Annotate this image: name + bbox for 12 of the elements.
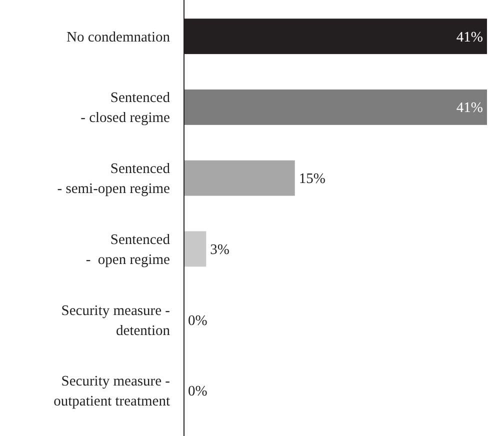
data-label: 3% (210, 242, 230, 258)
data-label: 41% (456, 100, 483, 116)
data-label: 41% (456, 29, 483, 46)
y-tick-label: No condemnation (66, 29, 171, 46)
y-tick-label: Sentenced - closed regime (80, 90, 171, 126)
data-label: 0% (188, 384, 208, 400)
y-tick-label: Security measure - outpatient treatment (54, 374, 170, 410)
y-tick-label: Sentenced - semi-open regime (57, 161, 171, 198)
y-tick-label: Security measure - detention (61, 302, 171, 339)
y-tick-label: Sentenced - open regime (86, 232, 171, 268)
data-label: 15% (298, 171, 326, 188)
data-label: 0% (188, 312, 208, 329)
